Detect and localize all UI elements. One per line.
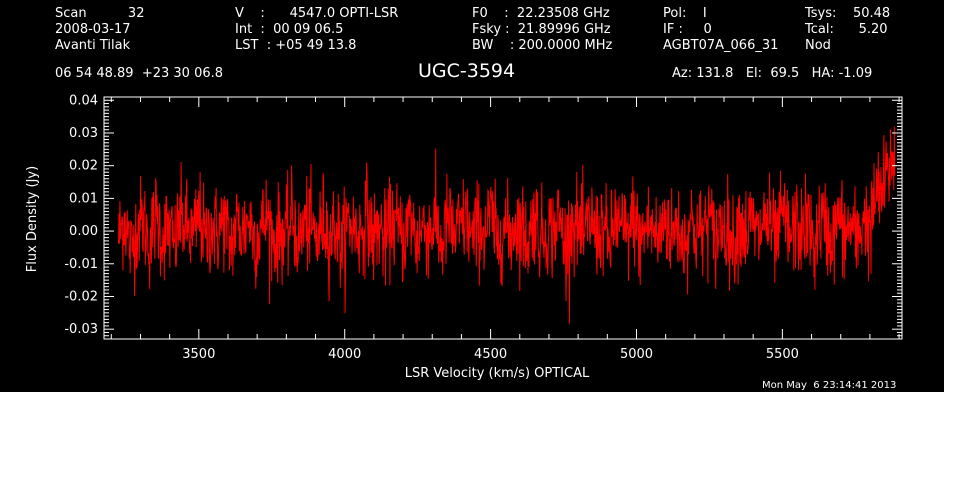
y-tick-label: -0.03 bbox=[64, 322, 98, 337]
x-tick-label: 4000 bbox=[328, 347, 361, 362]
header-mode: Nod bbox=[805, 38, 831, 53]
y-tick-label: -0.02 bbox=[64, 289, 98, 304]
y-tick-label: -0.01 bbox=[64, 257, 98, 272]
header-fsky: Fsky : 21.89996 GHz bbox=[472, 22, 611, 37]
header-date: 2008-03-17 bbox=[55, 22, 131, 37]
header-azel: Az: 131.8 El: 69.5 HA: -1.09 bbox=[672, 66, 873, 81]
x-tick-label: 5000 bbox=[620, 347, 653, 362]
y-axis-label: Flux Density (Jy) bbox=[25, 166, 40, 272]
header-if: IF : 0 bbox=[663, 22, 712, 37]
y-tick-label: 0.03 bbox=[69, 126, 98, 141]
x-axis-label: LSR Velocity (km/s) OPTICAL bbox=[405, 366, 590, 381]
chart-title: UGC-3594 bbox=[418, 60, 516, 82]
header-integration: Int : 00 09 06.5 bbox=[235, 22, 344, 37]
header-tcal: Tcal: 5.20 bbox=[805, 22, 888, 37]
trace-layer bbox=[118, 126, 896, 324]
header-coordinates: 06 54 48.89 +23 30 06.8 bbox=[55, 66, 224, 81]
y-tick-label: 0.01 bbox=[69, 191, 98, 206]
y-tick-label: 0.02 bbox=[69, 159, 98, 174]
y-tick-label: 0.04 bbox=[69, 93, 98, 108]
header-velocity: V : 4547.0 OPTI-LSR bbox=[235, 6, 399, 21]
x-tick-label: 5500 bbox=[766, 347, 799, 362]
header-tsys: Tsys: 50.48 bbox=[805, 6, 891, 21]
header-project: AGBT07A_066_31 bbox=[663, 38, 779, 53]
header-lst: LST : +05 49 13.8 bbox=[235, 38, 357, 53]
y-tick-label: 0.00 bbox=[69, 224, 98, 239]
header-scan-line: Scan 32 bbox=[55, 6, 145, 21]
header-pol: Pol: I bbox=[663, 6, 707, 21]
timestamp: Mon May 6 23:14:41 2013 bbox=[762, 380, 897, 391]
axes-layer: 3500 4000 4500 5000 5500 -0.03 -0.02 -0.01 0.00 0… bbox=[64, 93, 903, 362]
spectrum-trace bbox=[118, 126, 896, 324]
x-tick-label: 3500 bbox=[182, 347, 215, 362]
x-tick-label: 4500 bbox=[474, 347, 507, 362]
header-observer: Avanti Tilak bbox=[55, 38, 131, 53]
spectrum-chart: 3500 4000 4500 5000 5500 -0.03 -0.02 -0.01 0.00 0… bbox=[25, 93, 903, 381]
header-f0: F0 : 22.23508 GHz bbox=[472, 6, 610, 21]
header-bw: BW : 200.0000 MHz bbox=[472, 38, 613, 53]
